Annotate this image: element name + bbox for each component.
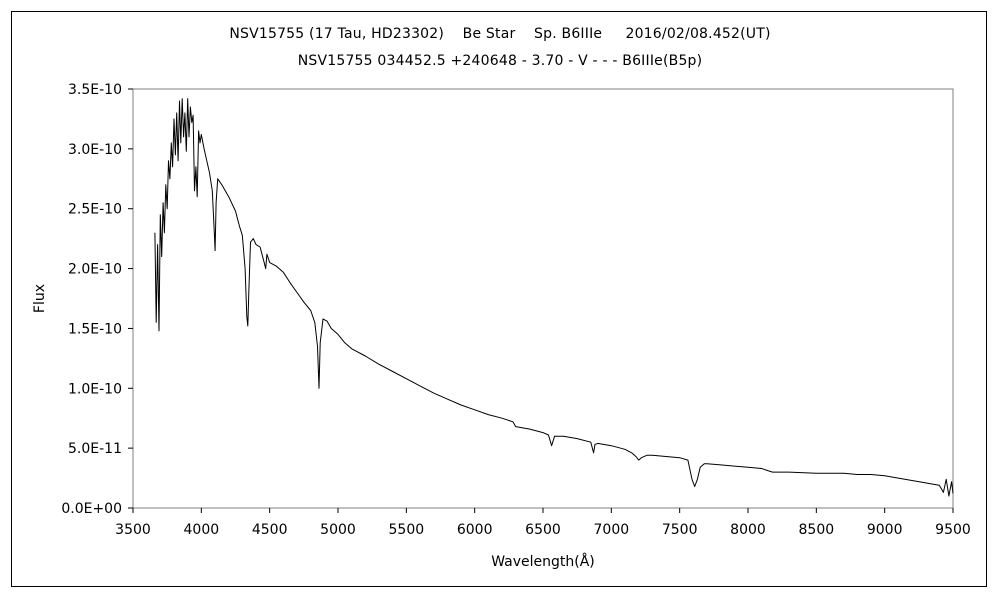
series-layer <box>154 98 954 497</box>
x-tick-label: 9500 <box>935 522 971 538</box>
y-tick-label: 1.0E-10 <box>68 381 122 397</box>
x-tick-label: 8000 <box>730 522 766 538</box>
chart-frame <box>11 11 987 587</box>
x-axis-label: Wavelength(Å) <box>491 553 595 570</box>
spectrum-line <box>154 98 954 497</box>
x-tick-label: 3500 <box>115 522 151 538</box>
y-tick-label: 1.5E-10 <box>68 321 122 337</box>
x-tick-label: 6000 <box>457 522 493 538</box>
chart-subtitle: NSV15755 034452.5 +240648 - 3.70 - V - -… <box>297 53 703 69</box>
y-tick-label: 3.5E-10 <box>68 82 122 98</box>
x-tick-label: 9000 <box>867 522 903 538</box>
x-tick-label: 7000 <box>594 522 630 538</box>
y-tick-label: 3.0E-10 <box>68 142 122 158</box>
x-axis: 3500 4000 4500 5000 5500 6000 6500 7000 7500 8000… <box>115 508 971 538</box>
x-tick-label: 5000 <box>320 522 356 538</box>
y-tick-label: 5.0E-11 <box>68 441 122 457</box>
y-axis-label: Flux <box>32 284 48 313</box>
x-tick-label: 4500 <box>252 522 288 538</box>
y-tick-label: 0.0E+00 <box>61 501 122 517</box>
y-tick-label: 2.5E-10 <box>68 202 122 218</box>
x-tick-label: 5500 <box>389 522 425 538</box>
y-tick-label: 2.0E-10 <box>68 262 122 278</box>
x-tick-label: 6500 <box>525 522 561 538</box>
x-tick-label: 4000 <box>184 522 220 538</box>
plot-area <box>132 88 954 509</box>
x-tick-label: 7500 <box>662 522 698 538</box>
chart-title: NSV15755 (17 Tau, HD23302) Be Star Sp. B… <box>229 26 771 42</box>
x-tick-label: 8500 <box>799 522 835 538</box>
y-axis: 0.0E+00 5.0E-11 1.0E-10 1.5E-10 2.0E-10 2.5E-… <box>61 82 133 517</box>
